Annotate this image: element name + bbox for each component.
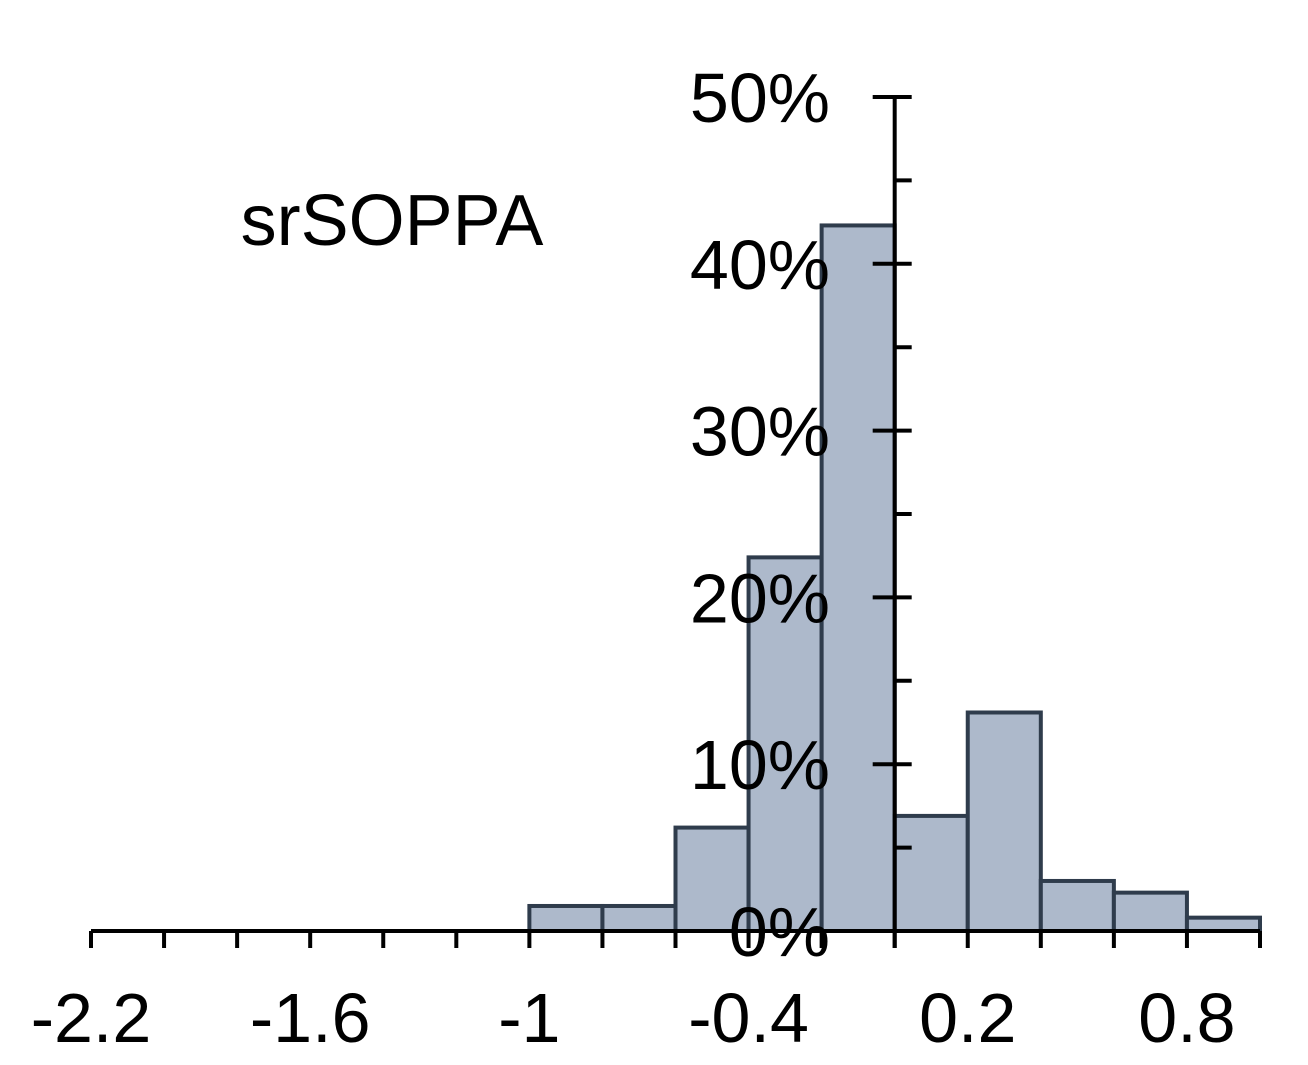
y-tick-labels: 0% 10% 20% 30% 40% 50% <box>690 59 830 971</box>
y-tick-label: 0% <box>729 893 830 971</box>
histogram-bar <box>965 710 1043 933</box>
histogram-bar <box>892 813 970 934</box>
y-tick-label: 10% <box>690 726 830 804</box>
histogram-bar <box>600 903 678 933</box>
histogram-bar <box>819 223 897 934</box>
y-tick-label: 30% <box>690 393 830 471</box>
x-tick-label: -1.6 <box>250 979 371 1057</box>
histogram-bar <box>1184 915 1262 934</box>
bars-group <box>527 223 1262 934</box>
x-axis <box>89 929 1262 948</box>
histogram-bar <box>1038 878 1116 934</box>
chart-title: srSOPPA <box>241 181 544 261</box>
x-tick-labels: -2.2 -1.6 -1 -0.4 0.2 0.8 <box>31 979 1236 1057</box>
y-tick-label: 50% <box>690 59 830 137</box>
x-tick-label: 0.2 <box>919 979 1016 1057</box>
x-tick-label: -1 <box>498 979 560 1057</box>
y-tick-label: 20% <box>690 559 830 637</box>
x-tick-label: -2.2 <box>31 979 152 1057</box>
x-tick-label: -0.4 <box>688 979 809 1057</box>
histogram-bar <box>527 903 605 933</box>
x-tick-label: 0.8 <box>1138 979 1235 1057</box>
y-axis <box>872 95 912 948</box>
histogram-bar <box>1111 890 1189 933</box>
y-tick-label: 40% <box>690 226 830 304</box>
